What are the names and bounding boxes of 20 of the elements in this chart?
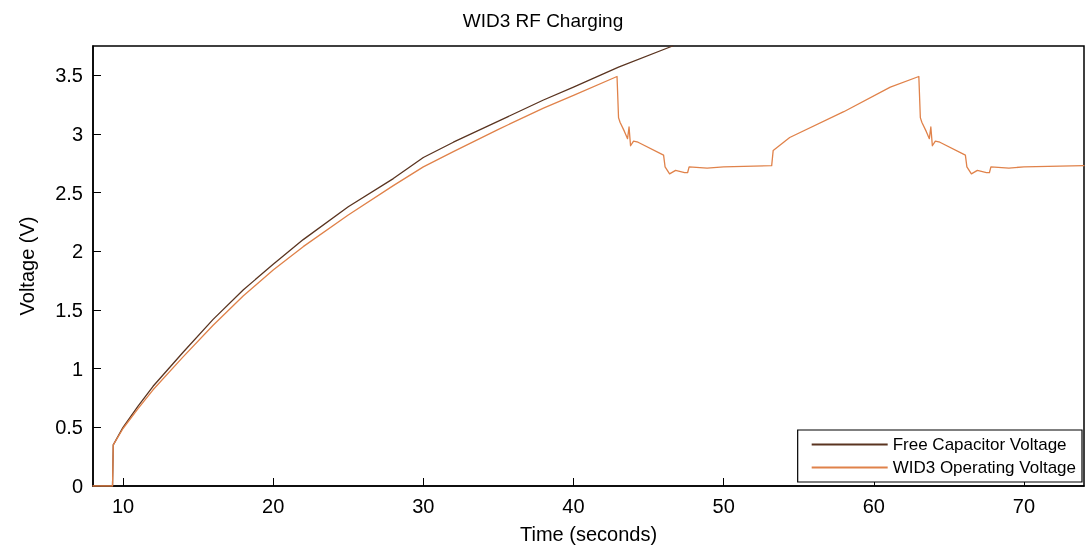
x-tick-label: 60 <box>862 495 885 517</box>
y-tick-label: 3 <box>71 123 83 145</box>
y-tick-label: 0.5 <box>55 416 83 439</box>
y-tick-label: 1.5 <box>55 299 83 321</box>
y-tick-label: 1 <box>71 357 83 380</box>
x-tick-label: 70 <box>1012 495 1036 517</box>
x-axis-title: Time (seconds) <box>519 523 658 545</box>
x-tick-label: 50 <box>712 495 735 517</box>
y-tick-label: 0 <box>71 475 83 497</box>
y-tick-label: 2.5 <box>55 181 83 204</box>
chart-title: WID3 RF Charging <box>462 10 624 31</box>
x-tick-label: 20 <box>262 495 285 517</box>
legend-label: Free Capacitor Voltage <box>892 435 1067 454</box>
x-tick-label: 30 <box>412 495 435 517</box>
y-tick-label: 2 <box>71 240 83 263</box>
y-tick-label: 3.5 <box>55 64 83 87</box>
x-tick-label: 40 <box>562 495 585 517</box>
x-tick-label: 10 <box>111 495 135 517</box>
legend-label: WID3 Operating Voltage <box>892 458 1077 477</box>
y-axis-title: Voltage (V) <box>16 216 38 316</box>
